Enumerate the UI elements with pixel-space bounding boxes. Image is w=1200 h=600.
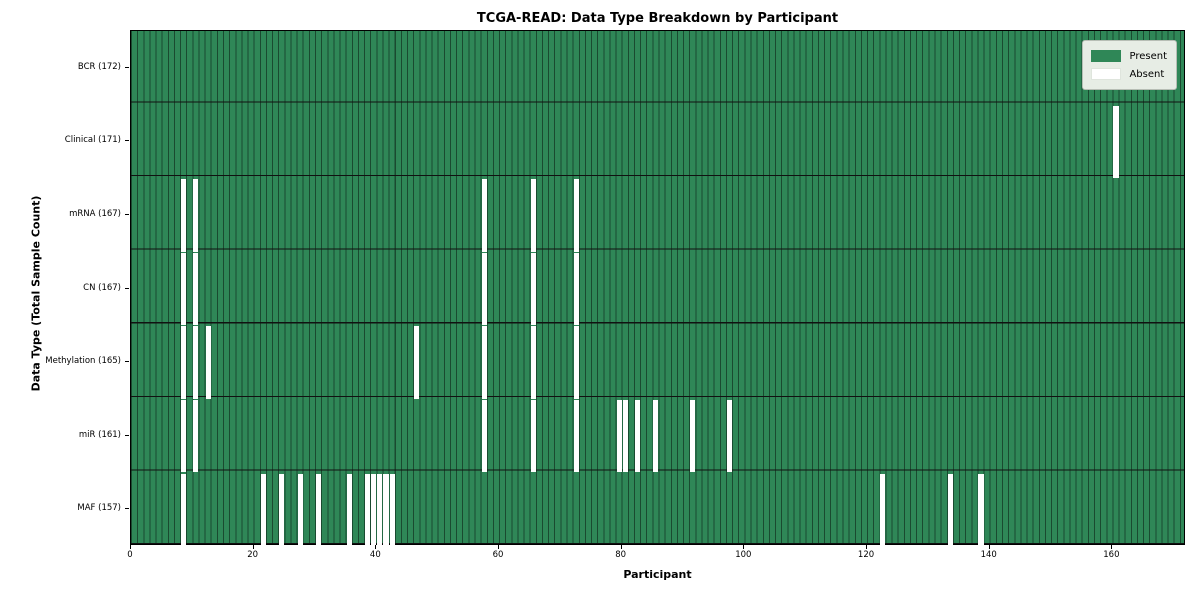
y-tick-mark [125,434,129,436]
absent-cell [346,473,352,546]
absent-cell [297,473,303,546]
absent-cell [978,473,984,546]
y-tick-mark [125,140,129,142]
y-tick-label: miR (161) [78,429,121,440]
absent-cell [205,326,211,399]
absent-cell [622,399,628,473]
absent-cell [616,399,622,473]
absent-cell [181,179,187,252]
absent-cell [365,473,371,546]
absent-cell [530,252,536,326]
legend-present-label: Present [1129,50,1167,62]
absent-swatch-icon [1091,68,1122,80]
absent-cell [1113,105,1119,179]
x-tick-mark [988,545,990,549]
y-tick-mark [125,287,129,289]
y-tick-mark [125,508,129,510]
y-tick-label: CN (167) [83,282,121,293]
absent-cell [193,179,199,252]
x-tick-mark [866,545,868,549]
absent-cell [653,399,659,473]
absent-cell [371,473,377,546]
absent-cell [279,473,285,546]
absent-cell [181,399,187,473]
x-tick-mark [498,545,500,549]
x-tick-label: 140 [980,550,997,560]
absent-cell [481,252,487,326]
x-axis-label: Participant [623,568,692,581]
x-tick-label: 120 [857,550,875,560]
legend-item-present: Present [1091,47,1167,65]
y-tick-label: Clinical (171) [64,135,121,146]
absent-cell [481,399,487,473]
absent-cell [389,473,395,546]
x-tick-label: 20 [247,550,259,560]
absent-cell [383,473,389,546]
x-tick-label: 80 [615,550,627,560]
absent-cell [316,473,322,546]
legend: Present Absent [1082,40,1177,90]
absent-cell [726,399,733,473]
chart-title: TCGA-READ: Data Type Breakdown by Partic… [476,11,839,26]
absent-cell [193,326,199,399]
absent-cell [573,179,579,252]
absent-cell [181,473,187,546]
legend-item-absent: Absent [1091,65,1167,83]
absent-cell [573,326,579,399]
x-tick-mark [1111,545,1113,549]
absent-cell [481,326,487,399]
x-tick-label: 0 [127,550,133,560]
y-tick-label: Methylation (165) [45,356,121,367]
absent-cell [573,399,579,473]
y-tick-mark [125,213,129,215]
absent-cell [634,399,641,473]
absent-cell [260,473,266,546]
absent-cell [193,399,199,473]
absent-cell [530,326,536,399]
y-tick-label: BCR (172) [77,61,121,72]
absent-cell [530,399,536,473]
x-tick-mark [375,545,377,549]
y-tick-label: MAF (157) [77,503,121,514]
x-tick-mark [743,545,745,549]
present-swatch-icon [1091,50,1122,62]
absent-cell [181,252,187,326]
y-tick-label: mRNA (167) [69,208,121,219]
x-tick-mark [130,545,131,549]
y-tick-mark [125,361,129,363]
plot-area: Present Absent [130,30,1185,546]
absent-cell [573,252,579,326]
absent-cell [481,179,487,252]
x-tick-label: 160 [1103,550,1120,560]
absent-cell [193,252,199,326]
x-tick-label: 60 [492,550,504,560]
absent-cell [530,179,536,252]
absent-cell [414,326,420,399]
absent-cell [690,399,696,473]
legend-absent-label: Absent [1129,68,1165,80]
absent-cell [181,326,187,399]
heatmap-grid [131,31,1184,544]
y-tick-mark [125,66,129,68]
x-tick-mark [252,545,254,549]
absent-cell [880,473,886,546]
x-tick-mark [620,545,622,549]
absent-cell [947,473,953,546]
x-tick-label: 100 [735,550,752,560]
absent-cell [377,473,383,546]
x-tick-label: 40 [369,550,381,560]
